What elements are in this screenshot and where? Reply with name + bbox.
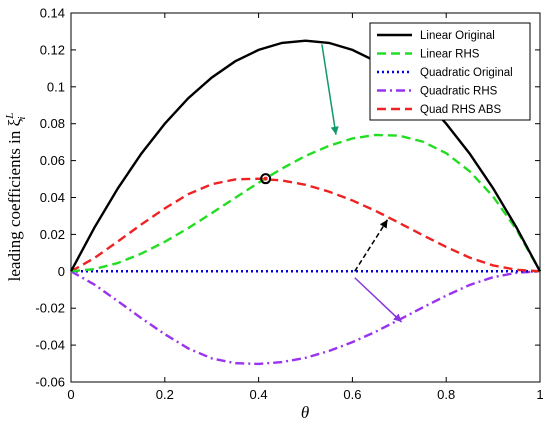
y-tick-label: 0.06	[40, 153, 65, 168]
series-line-quad-rhs-abs	[70, 177, 541, 273]
series-group	[69, 39, 542, 366]
legend-label: Linear RHS	[420, 49, 480, 61]
legend-label: Linear Original	[420, 30, 495, 42]
y-tick-label: 0.14	[40, 6, 65, 21]
y-tick-label: -0.04	[35, 338, 65, 353]
y-tick-label: 0.1	[47, 79, 65, 94]
y-tick-label: 0.12	[40, 42, 65, 57]
y-tick-label: 0.04	[40, 190, 65, 205]
y-tick-label: -0.02	[35, 301, 65, 316]
annotation-arrow-head	[393, 313, 402, 323]
legend-label: Quad RHS ABS	[420, 104, 502, 116]
annotation-arrow-line	[354, 219, 389, 272]
annotation-arrow-head	[330, 126, 339, 135]
x-tick-label: 0.4	[250, 387, 268, 402]
x-tick-label: 0.2	[156, 387, 174, 402]
x-tick-label: 0.6	[343, 387, 361, 402]
annotation-arrow-line	[354, 277, 403, 323]
y-axis-label: leading coefficients in ξ	[5, 118, 24, 281]
y-tick-label: 0	[58, 264, 65, 279]
y-tick-label: -0.06	[35, 375, 65, 390]
y-axis-label-sub: i	[16, 117, 28, 120]
series-line-linear-original	[69, 39, 542, 272]
x-tick-label: 1	[536, 387, 543, 402]
annotation-arrow-head	[379, 219, 388, 229]
peak-marker	[260, 173, 272, 185]
x-tick-label: 0.8	[437, 387, 455, 402]
ticks: 0 0.2 0.4 0.6 0.8 1 -0.06 -0.04 -0.02 0 0.02 0.04 0.…	[35, 6, 543, 403]
annotation-group	[321, 44, 403, 323]
x-tick-label: 0	[67, 387, 74, 402]
annotation-arrow-line	[321, 44, 337, 135]
x-axis-label: θ	[301, 403, 309, 422]
svg-text:leading coefficients in ξLi: leading coefficients in ξLi	[4, 113, 28, 282]
legend: Linear Original Linear RHS Quadratic Origi…	[369, 22, 531, 121]
y-tick-label: 0.02	[40, 227, 65, 242]
legend-label: Quadratic RHS	[420, 86, 498, 98]
y-tick-label: 0.08	[40, 116, 65, 131]
legend-box	[369, 22, 531, 121]
legend-label: Quadratic Original	[420, 67, 513, 79]
y-axis-label-group: leading coefficients in ξLi	[4, 113, 28, 282]
series-line-quadratic-rhs	[70, 270, 541, 366]
peak-marker-dot	[263, 176, 268, 181]
y-axis-label-sup: L	[4, 113, 16, 120]
